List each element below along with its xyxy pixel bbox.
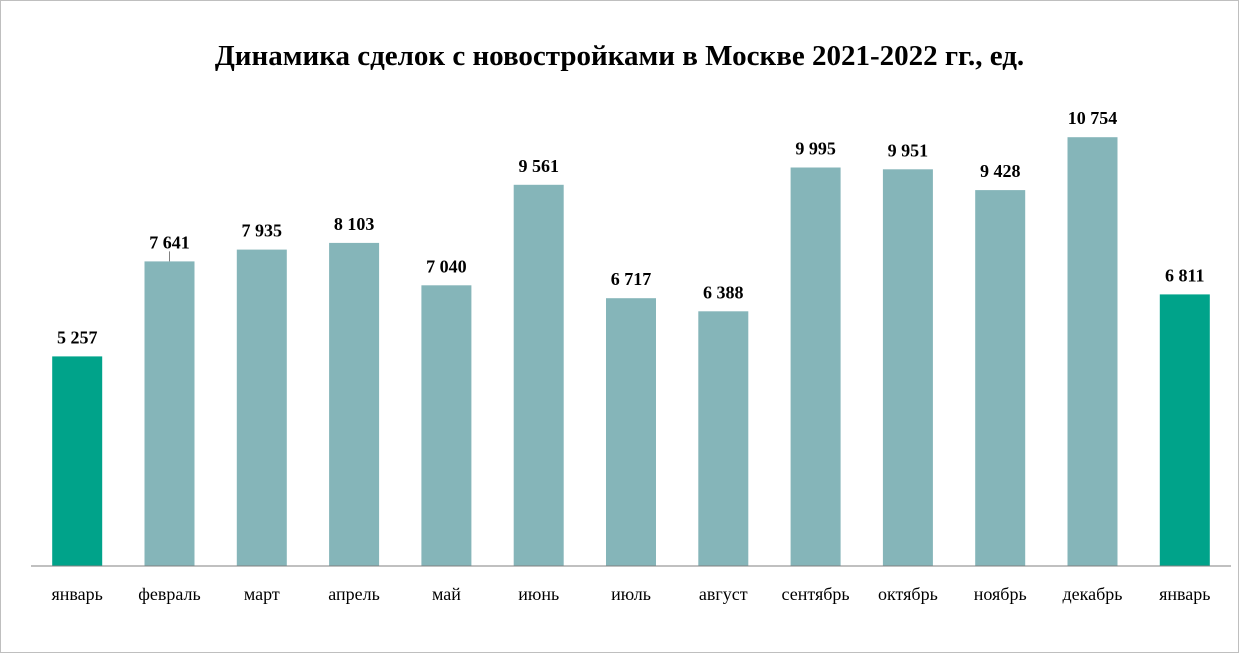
- bar-1: [144, 261, 195, 566]
- category-label-9: октябрь: [878, 584, 938, 604]
- category-label-3: апрель: [328, 584, 380, 604]
- category-label-6: июль: [611, 584, 651, 604]
- value-label-9: 9 951: [888, 140, 929, 160]
- category-label-11: декабрь: [1063, 584, 1123, 604]
- bar-8: [790, 167, 841, 566]
- bar-5: [513, 184, 564, 567]
- value-label-5: 9 561: [518, 156, 559, 176]
- category-label-1: февраль: [138, 584, 201, 604]
- value-label-10: 9 428: [980, 161, 1021, 181]
- category-label-10: ноябрь: [974, 584, 1027, 604]
- bar-2: [236, 249, 287, 566]
- chart-title: Динамика сделок с новостройками в Москве…: [214, 40, 1025, 72]
- category-labels-group: январь февраль март апрель май июнь июль август…: [52, 584, 1211, 604]
- bar-4: [421, 285, 472, 566]
- bar-11: [1067, 137, 1118, 566]
- value-label-7: 6 388: [703, 282, 744, 302]
- category-label-12: январь: [1159, 584, 1210, 604]
- value-label-11: 10 754: [1068, 108, 1118, 128]
- value-label-8: 9 995: [795, 139, 836, 159]
- value-label-12: 6 811: [1165, 265, 1205, 285]
- value-label-2: 7 935: [242, 221, 283, 241]
- category-label-8: сентябрь: [782, 584, 850, 604]
- value-labels-group: 5 257 7 641 7 935 8 103 7 040 9 561 6 717 6 388…: [57, 108, 1205, 347]
- category-label-5: июнь: [518, 584, 559, 604]
- category-label-7: август: [699, 584, 748, 604]
- bar-0: [52, 356, 103, 566]
- value-label-6: 6 717: [611, 269, 652, 289]
- value-label-4: 7 040: [426, 256, 467, 276]
- category-label-2: март: [244, 584, 280, 604]
- bar-3: [329, 242, 380, 566]
- bar-12: [1159, 294, 1210, 566]
- bar-7: [698, 311, 749, 566]
- bar-9: [882, 169, 933, 567]
- bar-10: [975, 190, 1026, 566]
- value-label-3: 8 103: [334, 214, 375, 234]
- value-label-0: 5 257: [57, 327, 98, 347]
- bars-group: [52, 137, 1210, 567]
- category-label-4: май: [432, 584, 461, 604]
- bar-6: [606, 298, 656, 566]
- value-label-1: 7 641: [149, 232, 190, 252]
- category-label-0: январь: [52, 584, 103, 604]
